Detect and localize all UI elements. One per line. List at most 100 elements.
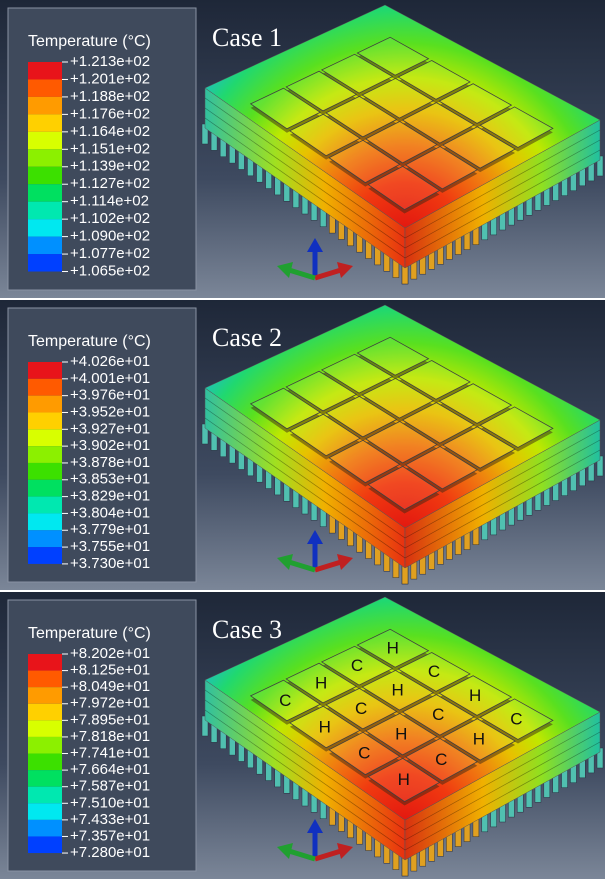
chip-label: H: [395, 724, 407, 743]
case-title: Case 1: [212, 23, 282, 52]
legend-swatch: [28, 497, 62, 514]
legend-swatch: [28, 463, 62, 480]
legend-label: +3.829e+01: [70, 488, 150, 505]
legend-label: +3.976e+01: [70, 387, 150, 404]
legend-label: +3.902e+01: [70, 437, 150, 454]
legend-label: +1.201e+02: [70, 70, 150, 87]
legend-swatch: [28, 202, 62, 219]
legend-swatch: [28, 787, 62, 804]
legend-swatch: [28, 671, 62, 688]
legend-swatch: [28, 770, 62, 787]
legend-label: +1.090e+02: [70, 228, 150, 245]
legend-swatch: [28, 480, 62, 497]
legend-swatch: [28, 167, 62, 184]
chip-label: H: [398, 770, 410, 789]
chip-label: C: [279, 691, 291, 710]
legend-label: +3.927e+01: [70, 420, 150, 437]
legend-swatch: [28, 97, 62, 114]
legend-swatch: [28, 184, 62, 201]
legend-label: +7.433e+01: [70, 811, 150, 828]
case-title: Case 2: [212, 323, 282, 352]
legend-label: +3.730e+01: [70, 555, 150, 572]
legend-swatch: [28, 254, 62, 271]
legend-label: +7.664e+01: [70, 761, 150, 778]
legend-swatch: [28, 149, 62, 166]
panel: Case 2 Temperature (°C) +4.026e+01+4.001e+…: [0, 300, 605, 590]
legend-swatch: [28, 362, 62, 379]
legend-label: +3.804e+01: [70, 504, 150, 521]
legend-swatch: [28, 79, 62, 96]
legend-swatch: [28, 687, 62, 704]
legend-label: +8.202e+01: [70, 645, 150, 662]
legend-label: +1.139e+02: [70, 158, 150, 175]
legend-label: +1.213e+02: [70, 53, 150, 70]
legend-label: +3.779e+01: [70, 521, 150, 538]
legend-label: +7.280e+01: [70, 844, 150, 861]
legend-label: +1.102e+02: [70, 210, 150, 227]
legend-label: +1.127e+02: [70, 175, 150, 192]
legend-label: +1.151e+02: [70, 140, 150, 157]
legend-swatch: [28, 530, 62, 547]
legend-label: +1.065e+02: [70, 262, 150, 279]
legend-swatch: [28, 720, 62, 737]
chip-label: H: [387, 639, 399, 658]
chip-label: C: [428, 662, 440, 681]
legend-swatch: [28, 547, 62, 564]
legend-swatch: [28, 803, 62, 820]
legend-swatch: [28, 429, 62, 446]
legend-swatch: [28, 704, 62, 721]
chip-label: C: [351, 656, 363, 675]
legend-swatch: [28, 754, 62, 771]
figure: Case 1 Temperature (°C) +1.213e+02+1.201e+…: [0, 0, 605, 879]
legend-swatch: [28, 836, 62, 853]
chip-label: C: [355, 699, 367, 718]
legend-label: +8.049e+01: [70, 678, 150, 695]
chip-label: C: [435, 750, 447, 769]
legend-swatch: [28, 654, 62, 671]
legend-swatch: [28, 412, 62, 429]
legend-label: +3.853e+01: [70, 471, 150, 488]
legend-label: +1.164e+02: [70, 123, 150, 140]
legend-swatch: [28, 114, 62, 131]
legend-swatch: [28, 820, 62, 837]
legend-title: Temperature (°C): [28, 625, 151, 642]
chip-label: C: [358, 744, 370, 763]
legend-swatch: [28, 132, 62, 149]
chip-label: C: [510, 709, 522, 728]
legend-label: +8.125e+01: [70, 662, 150, 679]
chip-label: C: [432, 705, 444, 724]
page: Case 1 Temperature (°C) +1.213e+02+1.201e+…: [0, 0, 605, 879]
legend-swatch: [28, 379, 62, 396]
legend-label: +7.357e+01: [70, 827, 150, 844]
legend-label: +7.818e+01: [70, 728, 150, 745]
case-title: Case 3: [212, 615, 282, 644]
legend-swatch: [28, 219, 62, 236]
legend-title: Temperature (°C): [28, 333, 151, 350]
legend-label: +7.895e+01: [70, 711, 150, 728]
legend-label: +1.114e+02: [70, 193, 149, 210]
legend-label: +7.972e+01: [70, 695, 150, 712]
legend-label: +3.952e+01: [70, 403, 150, 420]
legend-swatch: [28, 513, 62, 530]
legend-label: +7.741e+01: [70, 744, 150, 761]
legend-label: +1.176e+02: [70, 105, 150, 122]
legend-label: +7.510e+01: [70, 794, 150, 811]
chip-label: H: [319, 717, 331, 736]
legend-swatch: [28, 396, 62, 413]
legend-label: +1.077e+02: [70, 245, 150, 262]
legend-label: +3.755e+01: [70, 538, 150, 555]
legend-label: +4.001e+01: [70, 370, 150, 387]
chip-label: H: [315, 673, 327, 692]
legend-swatch: [28, 737, 62, 754]
legend-label: +4.026e+01: [70, 353, 150, 370]
panel: Case 1 Temperature (°C) +1.213e+02+1.201e+…: [0, 0, 605, 298]
legend-swatch: [28, 446, 62, 463]
chip-label: H: [391, 681, 403, 700]
legend-label: +7.587e+01: [70, 778, 150, 795]
legend-swatch: [28, 62, 62, 79]
chip-label: H: [469, 686, 481, 705]
legend-label: +1.188e+02: [70, 88, 150, 105]
legend-title: Temperature (°C): [28, 33, 151, 50]
legend-swatch: [28, 237, 62, 254]
